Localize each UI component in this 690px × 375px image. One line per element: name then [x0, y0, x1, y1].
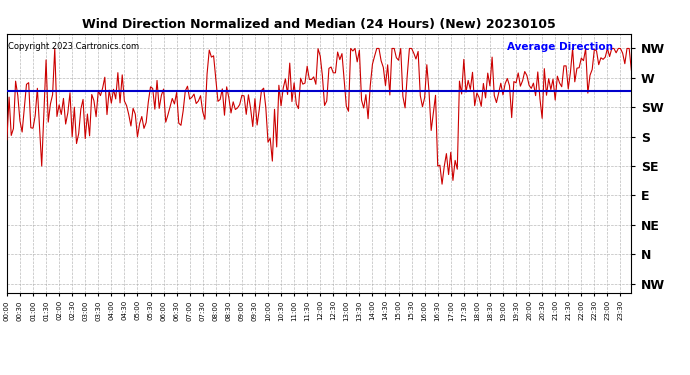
Text: Average Direction: Average Direction: [506, 42, 613, 51]
Title: Wind Direction Normalized and Median (24 Hours) (New) 20230105: Wind Direction Normalized and Median (24…: [82, 18, 556, 31]
Text: Copyright 2023 Cartronics.com: Copyright 2023 Cartronics.com: [8, 42, 139, 51]
